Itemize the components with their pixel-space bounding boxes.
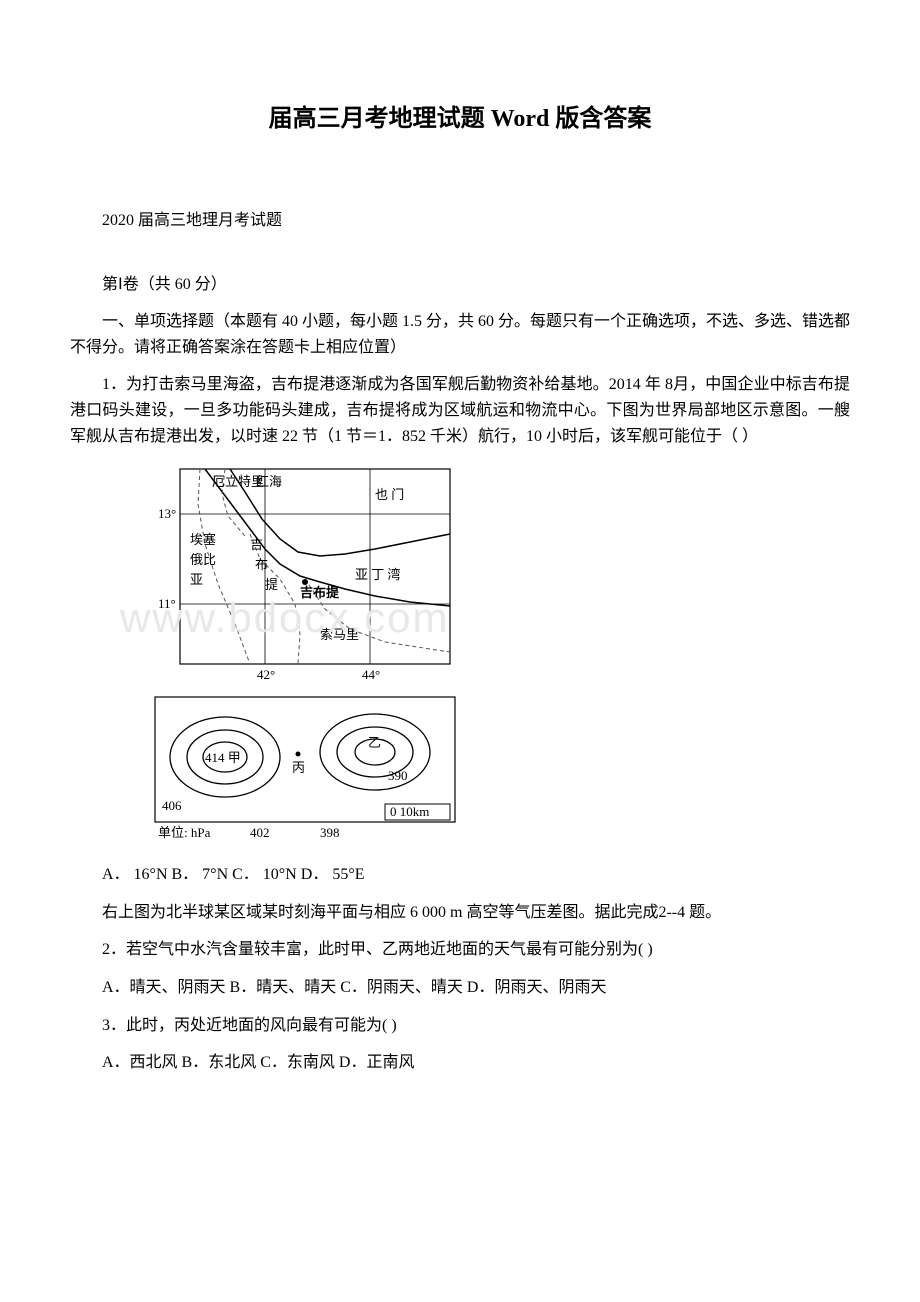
label-402: 402 bbox=[250, 825, 270, 840]
label-unit: 单位: hPa bbox=[158, 825, 211, 840]
question-1-options: A． 16°N B． 7°N C． 10°N D． 55°E bbox=[70, 862, 850, 888]
lon-42: 42° bbox=[257, 667, 275, 682]
label-yemen: 也 门 bbox=[375, 487, 404, 502]
document-title: 届高三月考地理试题 Word 版含答案 bbox=[70, 100, 850, 138]
lat-13: 13° bbox=[158, 506, 176, 521]
label-red-sea: 红海 bbox=[256, 474, 282, 489]
context-2-4: 右上图为北半球某区域某时刻海平面与相应 6 000 m 高空等气压差图。据此完成… bbox=[70, 900, 850, 926]
label-jia: 414 甲 bbox=[205, 750, 241, 765]
instructions: 一、单项选择题（本题有 40 小题，每小题 1.5 分，共 60 分。每题只有一… bbox=[70, 309, 850, 360]
question-2-text: 2．若空气中水汽含量较丰富，此时甲、乙两地近地面的天气最有可能分别为( ) bbox=[70, 937, 850, 963]
question-1-text: 1．为打击索马里海盗，吉布提港逐渐成为各国军舰后勤物资补给基地。2014 年 8… bbox=[70, 372, 850, 449]
label-scale: 0 10km bbox=[390, 804, 429, 819]
label-ethiopia-3: 亚 bbox=[190, 572, 203, 587]
label-yi: 乙 bbox=[368, 735, 381, 750]
label-djibouti-country: 吉 bbox=[250, 537, 263, 552]
question-3-text: 3．此时，丙处近地面的风向最有可能为( ) bbox=[70, 1013, 850, 1039]
section-header: 第Ⅰ卷（共 60 分） bbox=[70, 272, 850, 298]
lon-44: 44° bbox=[362, 667, 380, 682]
label-390: 390 bbox=[388, 768, 408, 783]
svg-text:提: 提 bbox=[265, 577, 278, 592]
question-2-options: A．晴天、阴雨天 B．晴天、晴天 C．阴雨天、晴天 D．阴雨天、阴雨天 bbox=[70, 975, 850, 1001]
label-ethiopia-2: 俄比 bbox=[190, 552, 216, 567]
svg-text:布: 布 bbox=[255, 557, 268, 572]
label-398: 398 bbox=[320, 825, 340, 840]
label-bing: 丙 bbox=[292, 760, 305, 775]
label-aden: 亚 丁 湾 bbox=[355, 567, 401, 582]
label-somalia: 索马里 bbox=[320, 627, 359, 642]
map-figure: 厄立特里 红海 也 门 埃塞 俄比 亚 吉 布 提 吉布提 亚 丁 湾 索马里 … bbox=[150, 464, 460, 684]
label-406: 406 bbox=[162, 798, 182, 813]
subtitle: 2020 届高三地理月考试题 bbox=[70, 208, 850, 234]
pressure-figure: 414 甲 乙 390 丙 0 10km 406 单位: hPa 402 398 bbox=[150, 692, 460, 847]
lat-11: 11° bbox=[158, 596, 176, 611]
figure-container: www.bdocx.com 厄立特里 红海 也 门 埃塞 俄比 亚 吉 布 提 … bbox=[150, 464, 850, 847]
label-djibouti-city: 吉布提 bbox=[300, 585, 340, 600]
question-3-options: A．西北风 B．东北风 C．东南风 D．正南风 bbox=[70, 1050, 850, 1076]
label-ethiopia-1: 埃塞 bbox=[190, 532, 216, 547]
